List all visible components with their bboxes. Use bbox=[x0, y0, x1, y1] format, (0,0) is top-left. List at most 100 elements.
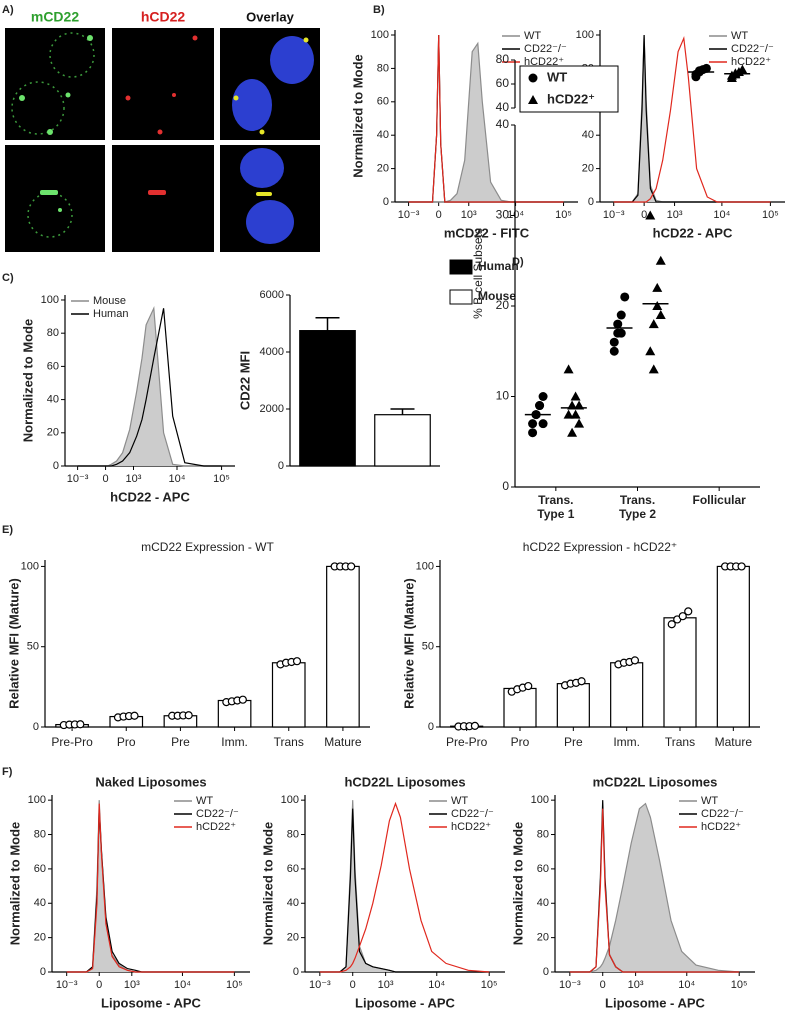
x-tick-label: 0 bbox=[102, 473, 108, 485]
label-line: Trans. bbox=[538, 493, 573, 507]
x-tick-label: Imm. bbox=[613, 735, 640, 749]
data-point bbox=[655, 310, 666, 320]
legend-label: CD22⁻/⁻ bbox=[196, 808, 239, 820]
x-tick-label: 10³ bbox=[461, 209, 477, 221]
panel-a-images bbox=[5, 28, 320, 252]
data-point bbox=[563, 409, 574, 419]
data-point bbox=[538, 419, 548, 429]
y-tick-label: 80 bbox=[47, 327, 59, 339]
y-tick-label: 20 bbox=[377, 163, 389, 175]
legend-label: CD22⁻/⁻ bbox=[701, 808, 744, 820]
data-point bbox=[292, 657, 302, 666]
y-tick-label: 60 bbox=[377, 96, 389, 108]
x-tick-label: 0 bbox=[96, 979, 102, 991]
y-tick-label: 40 bbox=[377, 129, 389, 141]
curve bbox=[569, 802, 740, 973]
data-point bbox=[645, 346, 656, 356]
y-tick-label: 0 bbox=[33, 721, 39, 733]
x-axis-label: Liposome - APC bbox=[101, 995, 202, 1010]
x-tick-label: 10⁵ bbox=[555, 209, 572, 221]
legend-label: WT bbox=[451, 795, 468, 807]
x-tick-label: 10⁵ bbox=[226, 979, 243, 991]
green-spots bbox=[19, 35, 93, 212]
data-point bbox=[730, 68, 741, 78]
red-spots bbox=[125, 35, 198, 195]
legend-label: Human bbox=[93, 308, 128, 320]
data-point bbox=[655, 255, 666, 265]
data-point bbox=[76, 720, 85, 729]
legend-label: WT bbox=[731, 30, 748, 42]
y-axis-label: Relative MFI (Mature) bbox=[401, 578, 416, 709]
legend-label: hCD22⁺ bbox=[524, 56, 564, 68]
x-axis-label: Liposome - APC bbox=[605, 995, 706, 1010]
y-tick-label: 100 bbox=[531, 794, 549, 806]
y-tick-label: 80 bbox=[496, 52, 510, 66]
data-point bbox=[528, 73, 538, 83]
x-tick-label: 0 bbox=[600, 979, 606, 991]
y-tick-label: 0 bbox=[588, 196, 594, 208]
data-point bbox=[701, 63, 711, 73]
x-tick-label: 0 bbox=[350, 979, 356, 991]
y-tick-label: 20 bbox=[287, 932, 299, 944]
x-tick-label: Pre bbox=[564, 735, 583, 749]
curve bbox=[66, 808, 235, 973]
y-tick-label: 80 bbox=[287, 828, 299, 840]
micrograph bbox=[5, 28, 105, 140]
data-point bbox=[238, 695, 247, 704]
x-tick-label: 10⁻³ bbox=[603, 209, 625, 221]
x-tick-label: 10⁻³ bbox=[309, 979, 331, 991]
column-title: mCD22 bbox=[31, 9, 79, 25]
y-tick-label: 0 bbox=[502, 479, 509, 493]
y-tick-label: 100 bbox=[21, 560, 39, 572]
chart-title: hCD22L Liposomes bbox=[344, 774, 465, 789]
y-tick-label: 40 bbox=[582, 129, 594, 141]
x-axis-label: Liposome - APC bbox=[355, 995, 456, 1010]
area-fill bbox=[319, 800, 490, 972]
data-point bbox=[694, 66, 704, 76]
y-tick-label: 100 bbox=[28, 794, 46, 806]
y-tick-label: 50 bbox=[422, 641, 434, 653]
x-tick-label: Trans. Type 2 bbox=[619, 493, 656, 521]
bar bbox=[326, 565, 360, 728]
y-tick-label: 40 bbox=[47, 393, 59, 405]
curve bbox=[613, 35, 771, 203]
x-tick-label: 10³ bbox=[628, 979, 644, 991]
x-tick-label: 0 bbox=[436, 209, 442, 221]
y-axis-label: Normalized to Mode bbox=[350, 54, 365, 178]
x-tick-label: Mature bbox=[715, 735, 753, 749]
bar bbox=[663, 617, 697, 728]
y-tick-label: 40 bbox=[496, 117, 510, 131]
y-tick-label: 100 bbox=[371, 29, 389, 41]
x-tick-label: 10⁻³ bbox=[398, 209, 420, 221]
bar bbox=[610, 662, 644, 728]
legend-label: Mouse bbox=[478, 289, 516, 303]
data-point bbox=[616, 310, 626, 320]
y-tick-label: 100 bbox=[576, 29, 594, 41]
x-tick-label: Trans bbox=[665, 735, 695, 749]
x-axis-label: hCD22 - APC bbox=[110, 489, 190, 504]
micrograph bbox=[5, 145, 105, 252]
bar bbox=[716, 565, 750, 728]
y-tick-label: 0 bbox=[428, 721, 434, 733]
x-tick-label: Pro bbox=[511, 735, 530, 749]
data-point bbox=[524, 681, 533, 691]
legend-swatch bbox=[449, 259, 473, 275]
data-point bbox=[347, 562, 356, 571]
y-tick-label: 20 bbox=[582, 163, 594, 175]
y-tick-label: 40 bbox=[537, 897, 549, 909]
legend-label: hCD22⁺ bbox=[451, 821, 491, 833]
y-tick-label: 100 bbox=[41, 294, 59, 306]
data-point bbox=[538, 392, 548, 401]
x-tick-label: Imm. bbox=[221, 735, 248, 749]
legend-label: WT bbox=[547, 69, 567, 84]
y-tick-label: 20 bbox=[47, 427, 59, 439]
y-tick-label: 6000 bbox=[260, 289, 284, 301]
data-point bbox=[470, 721, 480, 730]
panel-label: C) bbox=[2, 272, 14, 284]
y-tick-label: 10 bbox=[496, 389, 510, 403]
y-tick-label: 100 bbox=[281, 794, 299, 806]
data-point bbox=[652, 282, 663, 292]
x-tick-label: Mature bbox=[324, 735, 362, 749]
data-point bbox=[737, 562, 746, 571]
